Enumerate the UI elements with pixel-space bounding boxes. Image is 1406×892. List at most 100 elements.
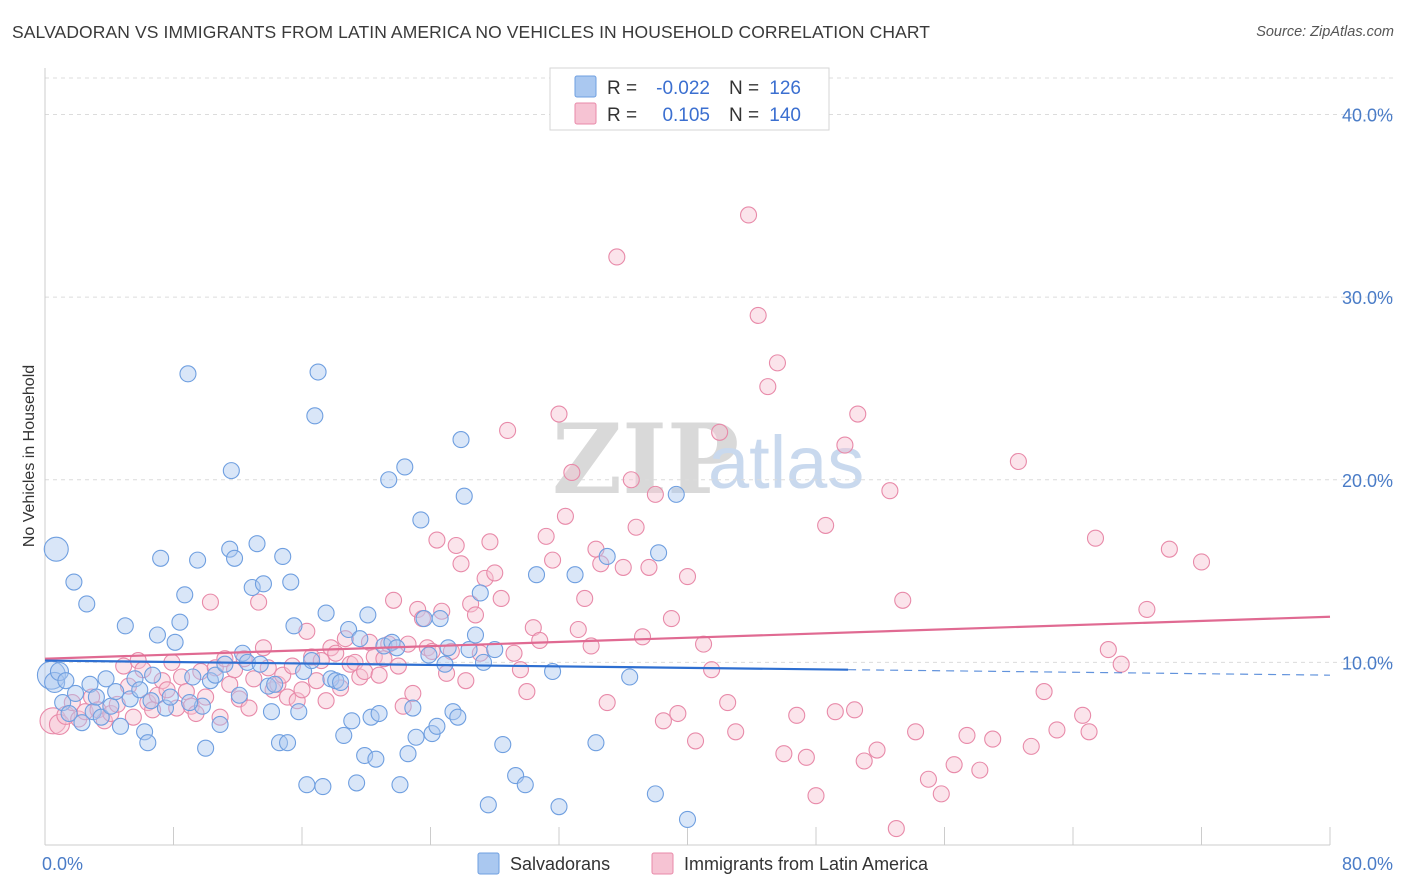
salvadorans-point-14 [92,708,110,726]
immigrants-point-142 [932,785,950,803]
legend-r-value-pink: 0.105 [662,105,710,126]
bottom-legend: Salvadorans Immigrants from Latin Americ… [477,852,929,875]
salvadorans-point-100 [452,431,470,449]
salvadorans-point-51 [254,575,273,593]
salvadorans-point-29 [161,688,179,706]
salvadorans-point-87 [399,745,417,763]
immigrants-point-128 [775,745,793,763]
immigrants-point-49 [298,622,316,640]
immigrants-point-110 [627,518,645,536]
salvadorans-point-37 [197,739,215,757]
salvadorans-point-58 [282,573,300,591]
immigrants-point-149 [1035,683,1053,701]
salvadorans-point-80 [370,704,388,723]
immigrants-point-114 [654,712,672,730]
immigrants-point-28 [197,688,215,706]
salvadorans-point-75 [351,630,369,648]
salvadorans-point-94 [428,717,446,735]
salvadorans-point-117 [621,668,639,686]
salvadorans-point-53 [262,703,281,721]
salvadorans-point-26 [148,626,166,644]
immigrants-point-136 [855,752,873,770]
immigrants-point-156 [1160,540,1178,558]
salvadorans-point-62 [298,776,316,794]
salvadorans-point-2 [44,671,66,694]
immigrants-point-106 [598,694,616,712]
immigrants-point-82 [457,672,475,690]
immigrants-point-138 [881,482,899,500]
salvadorans-point-30 [166,633,184,651]
salvadorans-point-77 [359,606,377,624]
y-tick-label-1: 20.0% [1342,471,1393,491]
immigrants-point-159 [1080,723,1098,741]
immigrants-point-53 [317,692,335,710]
legend-r-label-blue: R = [607,78,637,99]
legend-n-label-pink: N = [729,105,759,126]
immigrants-point-151 [1074,706,1092,724]
immigrants-point-3 [63,694,81,712]
immigrants-point-133 [826,703,844,721]
immigrants-point-154 [1112,655,1130,673]
salvadorans-point-38 [201,672,219,690]
salvadorans-point-18 [111,717,130,735]
series-immigrants-points [39,206,1211,838]
immigrants-point-119 [695,635,713,653]
bottom-legend-swatch-salvadorans [477,852,500,875]
immigrants-point-132 [817,516,835,534]
salvadorans-point-85 [391,776,409,794]
immigrants-point-157 [1192,553,1211,571]
salvadorans-point-82 [380,471,398,489]
salvadorans-point-73 [343,712,361,730]
salvadorans-point-88 [404,699,422,717]
immigrants-point-97 [544,551,562,569]
trend-line-salvadorans-extension [848,669,1331,676]
bottom-legend-swatch-immigrants [651,852,674,875]
immigrants-point-102 [576,589,594,608]
salvadorans-point-118 [646,785,664,803]
immigrants-point-120 [703,661,721,679]
immigrants-point-124 [739,206,758,224]
immigrants-point-67 [385,591,403,609]
immigrants-point-122 [719,694,737,712]
legend-swatch-pink [574,102,597,125]
watermark: ZIP atlas [552,403,864,516]
watermark-zip: ZIP [552,403,739,516]
immigrants-point-55 [327,644,345,662]
salvadorans-point-21 [126,670,144,688]
salvadorans-point-112 [544,662,562,681]
axes [44,68,1331,846]
legend-r-label-pink: R = [607,105,637,126]
immigrants-point-13 [124,708,142,726]
salvadorans-point-90 [412,511,430,529]
salvadorans-point-35 [189,551,207,569]
immigrants-point-127 [768,354,787,372]
salvadorans-point-7 [65,573,83,591]
salvadorans-point-42 [221,540,239,558]
salvadorans-point-41 [216,655,234,673]
series-salvadorans-points [36,363,697,828]
immigrants-point-89 [492,589,510,608]
immigrants-point-113 [646,485,664,503]
immigrants-point-115 [662,610,680,628]
immigrants-point-147 [1009,452,1027,471]
salvadorans-point-66 [314,778,332,796]
salvadorans-point-119 [650,544,668,562]
immigrants-point-84 [466,606,485,624]
salvadorans-point-113 [550,798,568,816]
salvadorans-point-13 [87,688,105,706]
salvadorans-point-120 [667,485,685,503]
immigrants-point-29 [201,593,219,611]
immigrants-point-96 [537,527,555,545]
salvadorans-point-4 [54,694,72,712]
immigrants-point-64 [370,666,388,684]
immigrants-point-100 [563,463,581,482]
salvadorans-point-116 [598,547,616,566]
legend-r-value-blue: -0.022 [656,78,710,99]
salvadorans-point-32 [176,586,194,604]
salvadorans-point-107 [486,641,504,659]
salvadorans-point-122 [181,694,199,712]
immigrants-point-19 [153,672,171,690]
salvadorans-point-22 [131,681,149,699]
bottom-legend-label-salvadorans: Salvadorans [510,854,610,874]
salvadorans-point-95 [431,610,449,628]
